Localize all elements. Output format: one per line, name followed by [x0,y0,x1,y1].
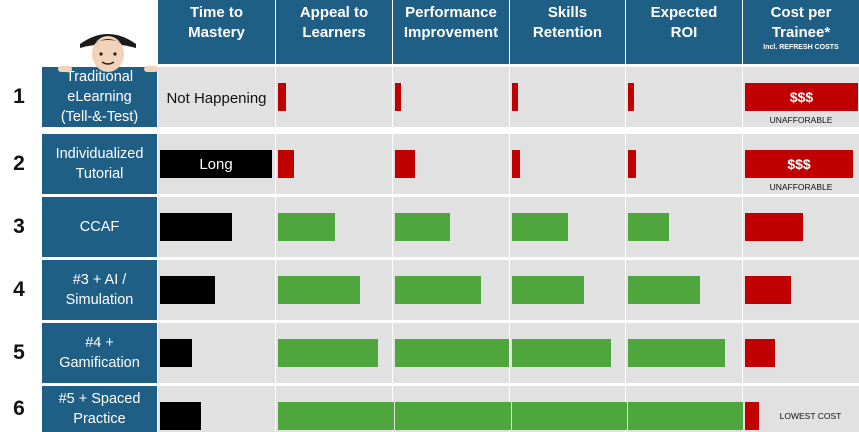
header-mastery: Time to Mastery [158,0,275,64]
row-label: #3 + AI / Simulation [42,260,157,320]
appeal-bar [278,276,360,304]
appeal-bar [278,150,294,178]
row-label-line: #3 + AI / [72,272,127,288]
row-label-line: #5 + Spaced [58,391,141,407]
row-label: #5 + Spaced Practice [42,386,157,432]
row-label: #4 + Gamification [42,323,157,383]
skills-bar [512,150,520,178]
row-label-line: Traditional [65,69,134,85]
row-label-line: Individualized [55,146,144,162]
header-mastery-line: Time to [189,4,244,21]
performance-bar [395,339,509,367]
cost-bar [745,83,858,111]
header-roi: Expected ROI [626,0,742,64]
appeal-bar [278,213,335,241]
column-divider [275,64,276,432]
mastery-bar [160,213,232,241]
header-cost: Cost per Trainee* Incl. REFRESH COSTS [743,0,859,64]
header-appeal-line: Appeal to [299,4,369,21]
header-skills-line: Skills [547,4,588,21]
cost-bar [745,339,775,367]
header-skills: Skills Retention [510,0,625,64]
cost-bar [745,213,803,241]
row-label-line: Simulation [65,292,134,308]
row-label-line: Gamification [59,355,140,371]
roi-bar [628,402,743,430]
mastery-bar [160,276,215,304]
row-number: 4 [13,278,25,301]
row-number: 1 [13,85,25,108]
column-divider [509,64,510,432]
mastery-bar [160,150,272,178]
roi-bar [628,339,725,367]
row-number: 5 [13,341,25,364]
cost-bar-label: $$$ [789,89,814,105]
header-roi-line: ROI [670,24,698,41]
cost-bar [745,150,853,178]
row-number: 6 [13,397,25,420]
header-performance-line: Improvement [403,24,499,41]
performance-bar [395,150,415,178]
mastery-bar [160,339,192,367]
skills-bar [512,276,584,304]
header-appeal: Appeal to Learners [276,0,392,64]
column-divider [392,64,393,432]
mastery-bar [160,402,201,430]
roi-bar [628,276,700,304]
row-number: 3 [13,215,25,238]
row-label-line: Tutorial [75,166,124,182]
roi-bar [628,150,636,178]
performance-bar [395,213,450,241]
roi-bar [628,83,634,111]
performance-bar [395,83,401,111]
header-roi-line: Expected [650,4,718,21]
row-number: 2 [13,152,25,175]
skills-bar [512,83,518,111]
row-label-line: (Tell-&-Test) [60,109,139,125]
person-avatar-icon [58,34,158,72]
cost-note: LOWEST COST [779,411,842,421]
skills-bar [512,339,611,367]
performance-bar [395,402,511,430]
header-cost-subtitle: Incl. REFRESH COSTS [763,44,839,51]
cost-note: UNAFFORABLE [769,182,833,192]
appeal-bar [278,83,286,111]
skills-bar [512,402,627,430]
roi-bar [628,213,669,241]
performance-bar [395,276,481,304]
row-label: CCAF [42,197,157,257]
header-mastery-line: Mastery [188,24,245,41]
row-label-line: Practice [73,411,126,427]
header-performance-line: Performance [405,4,497,21]
mastery-bar-label: Long [199,155,233,173]
cost-bar [745,276,791,304]
column-divider [742,64,743,432]
row-label-line: #4 + [85,335,114,351]
skills-bar [512,213,568,241]
row-label: Individualized Tutorial [42,134,157,194]
header-cost-line: Trainee* [771,24,831,41]
column-divider [625,64,626,432]
cost-bar-label: $$$ [787,156,811,172]
appeal-bar [278,339,378,367]
cost-note: UNAFFORABLE [769,115,833,125]
row-label: Traditional eLearning (Tell-&-Test) [42,67,157,127]
header-appeal-line: Learners [302,24,366,41]
header-cost-line: Cost per [770,4,832,21]
appeal-bar [278,402,394,430]
header-skills-line: Retention [532,24,603,41]
row-label-line: eLearning [67,89,132,105]
row-label-line: CCAF [79,219,120,235]
mastery-label: Not Happening [166,90,267,107]
cost-bar [745,402,759,430]
header-performance: Performance Improvement [393,0,509,64]
